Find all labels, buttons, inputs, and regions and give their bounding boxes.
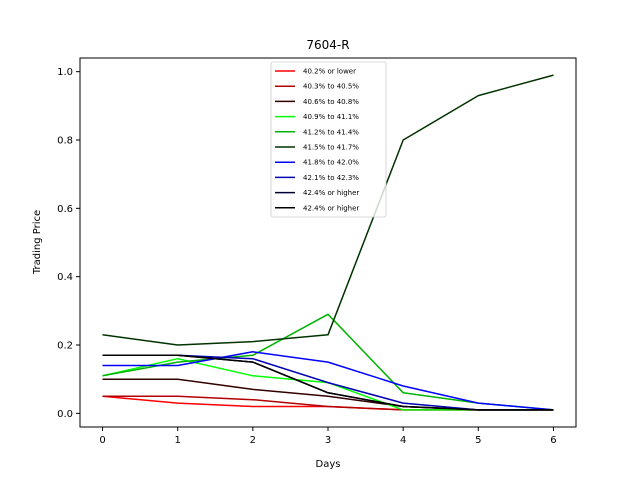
x-axis: 0 1 2 3 4 5 6 — [99, 427, 557, 446]
series-line-6 — [102, 351, 554, 411]
x-tick-label: 6 — [550, 435, 556, 446]
legend-box — [270, 61, 387, 218]
series-line-2 — [102, 378, 554, 411]
y-tick-label: 0.8 — [57, 136, 73, 147]
x-tick-label: 5 — [475, 435, 481, 446]
legend-label: 42.4% or higher — [303, 189, 359, 197]
y-axis-label: Trading Price — [32, 210, 43, 275]
x-tick-label: 3 — [325, 435, 331, 446]
x-tick-label: 1 — [175, 435, 181, 446]
legend-label: 42.4% or higher — [303, 204, 359, 212]
y-tick-label: 0.4 — [57, 272, 73, 283]
series-lines — [102, 74, 554, 411]
y-tick-label: 0.6 — [57, 204, 73, 215]
y-tick-label: 1.0 — [57, 67, 73, 78]
legend: 40.2% or lower 40.3% to 40.5% 40.6% to 40.… — [270, 61, 387, 218]
x-tick-label: 4 — [400, 435, 406, 446]
y-tick-label: 0.2 — [57, 341, 73, 352]
series-line-5 — [102, 74, 554, 346]
x-tick-label: 0 — [99, 435, 105, 446]
legend-label: 40.9% to 41.1% — [303, 113, 359, 121]
legend-label: 40.6% to 40.8% — [303, 98, 359, 106]
chart-title: 7604-R — [306, 38, 349, 52]
x-axis-label: Days — [316, 459, 341, 470]
x-tick-label: 2 — [250, 435, 256, 446]
legend-label: 41.8% to 42.0% — [303, 159, 359, 167]
series-line-9 — [102, 354, 554, 411]
legend-label: 40.3% to 40.5% — [303, 83, 359, 91]
legend-label: 41.5% to 41.7% — [303, 144, 359, 152]
y-tick-label: 0.0 — [57, 409, 73, 420]
legend-label: 42.1% to 42.3% — [303, 174, 359, 182]
legend-label: 40.2% or lower — [303, 68, 356, 76]
legend-label: 41.2% to 41.4% — [303, 128, 359, 136]
y-axis: 0.0 0.2 0.4 0.6 0.8 1.0 — [57, 67, 80, 420]
